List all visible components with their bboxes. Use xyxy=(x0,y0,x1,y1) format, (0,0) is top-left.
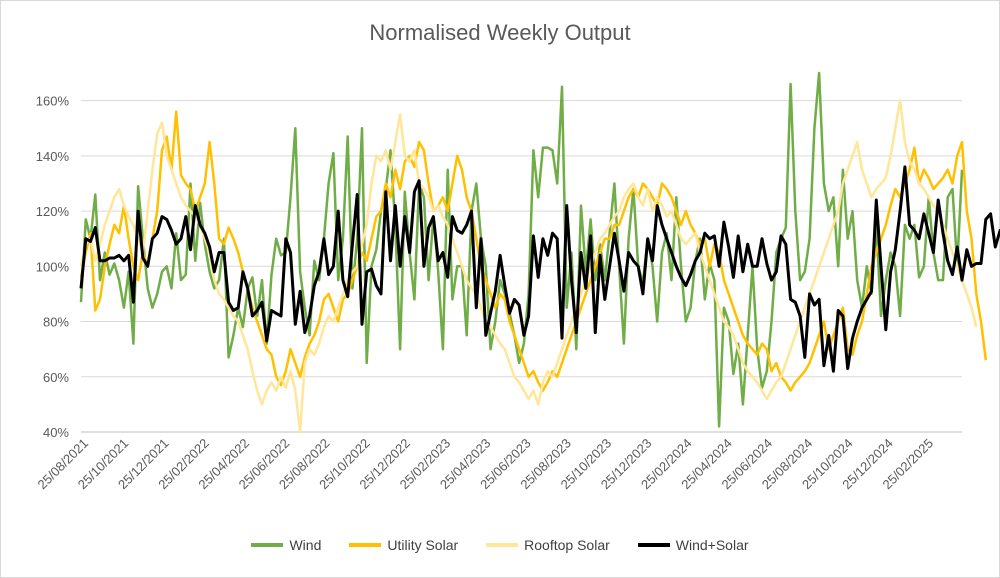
x-axis-ticks: 25/08/202125/10/202125/12/202125/02/2022… xyxy=(34,436,936,493)
legend-label-rooftop-solar: Rooftop Solar xyxy=(524,537,610,553)
y-tick-label: 100% xyxy=(36,259,70,274)
y-tick-label: 120% xyxy=(36,204,70,219)
legend: Wind Utility Solar Rooftop Solar Wind+So… xyxy=(0,537,1000,553)
y-tick-label: 80% xyxy=(43,315,69,330)
y-tick-label: 160% xyxy=(36,94,70,109)
y-tick-label: 140% xyxy=(36,149,70,164)
utility-solar-swatch xyxy=(349,543,382,547)
legend-item-utility-solar: Utility Solar xyxy=(349,537,458,553)
chart-title: Normalised Weekly Output xyxy=(369,20,631,45)
rooftop-solar-swatch xyxy=(486,543,519,547)
legend-item-wind: Wind xyxy=(251,537,321,553)
wind-swatch xyxy=(251,543,284,547)
legend-label-utility-solar: Utility Solar xyxy=(387,537,459,553)
wind-solar-swatch xyxy=(637,543,670,547)
series-lines xyxy=(79,71,1000,434)
y-tick-label: 40% xyxy=(43,425,69,440)
series-line-rooftop-solar xyxy=(79,99,978,434)
y-tick-label: 60% xyxy=(43,370,69,385)
series-line-wind-solar xyxy=(79,165,1000,373)
legend-label-wind-solar: Wind+Solar xyxy=(675,537,749,553)
y-axis-ticks: 40% 60% 80% 100% 120% 140% 160% xyxy=(36,94,70,440)
legend-label-wind: Wind xyxy=(289,537,322,553)
legend-item-wind-solar: Wind+Solar xyxy=(637,537,749,553)
legend-item-rooftop-solar: Rooftop Solar xyxy=(486,537,610,553)
series-line-wind xyxy=(79,71,964,428)
series-line-utility-solar xyxy=(79,110,988,392)
